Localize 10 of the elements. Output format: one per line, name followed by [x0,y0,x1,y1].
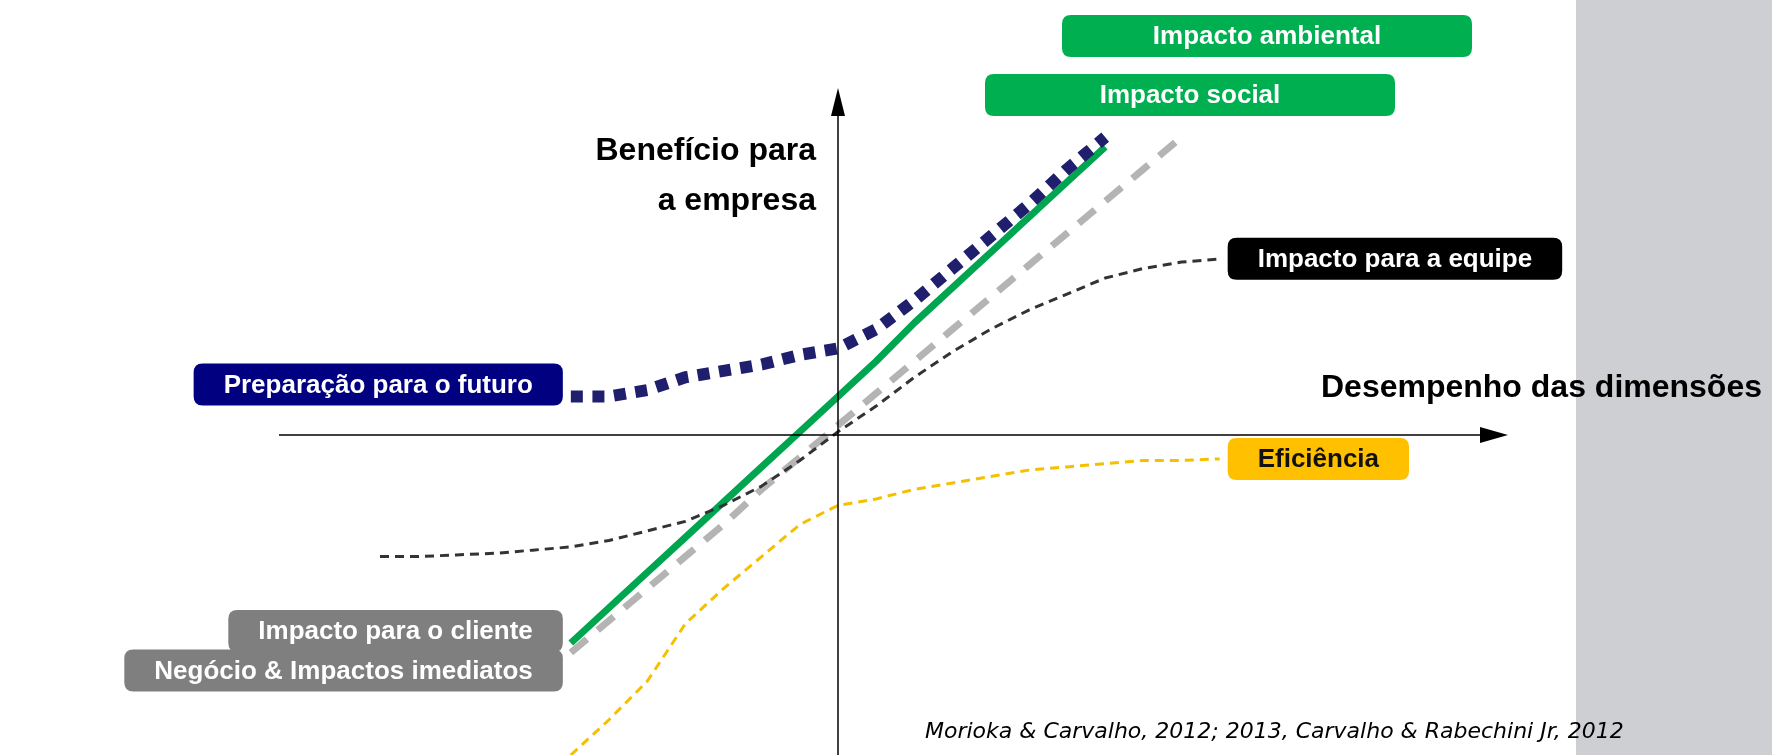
series-label: Eficiência [1257,443,1380,474]
text: Impacto social [1099,79,1281,110]
x-axis-title: Desempenho das dimensões [1320,367,1762,404]
series-label: Impacto para a equipe [1257,243,1533,274]
series-label: Negócio & Impactos imediatos [154,654,533,685]
series-label: Impacto para o cliente [258,615,533,646]
series-label: Preparação para o futuro [223,368,533,399]
text: Impacto ambiental [1152,20,1382,51]
annotation: Morioka & Carvalho, 2012; 2013, Carvalho & Rabechini Jr, 2012 [925,718,1624,743]
y-axis-title: Benefício para a empresa [595,131,817,217]
